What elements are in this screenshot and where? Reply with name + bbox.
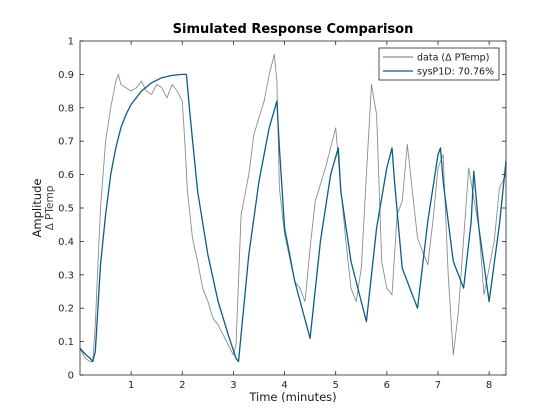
- legend-box: [378, 47, 500, 81]
- chart-title: Simulated Response Comparison: [173, 22, 414, 37]
- y-tick-label: 0: [68, 371, 74, 382]
- axes-box: [79, 40, 507, 376]
- y-tick-label: 0.8: [58, 103, 74, 114]
- x-tick-label: 7: [435, 380, 441, 391]
- y-tick-label: 0.5: [58, 204, 74, 215]
- y-axis-sublabel: Δ PTemp: [44, 185, 56, 230]
- x-tick-label: 8: [486, 380, 492, 391]
- tick-labels: 1 2 3 4 5 6 7 8 0 0.1 0.2 0.3 0.4 0.5 0.6 0.7 0.8 0.9 1: [58, 37, 492, 392]
- y-tick-label: 0.7: [58, 137, 74, 148]
- y-tick-label: 0.3: [58, 270, 74, 281]
- legend-label-model: sysP1D: 70.76%: [417, 67, 494, 78]
- x-tick-label: 4: [281, 380, 287, 391]
- y-tick-label: 0.9: [58, 70, 74, 81]
- y-tick-label: 0.2: [58, 304, 74, 315]
- x-tick-label: 5: [333, 380, 339, 391]
- tick-marks: [80, 40, 506, 376]
- x-tick-label: 6: [384, 380, 390, 391]
- x-tick-label: 1: [128, 380, 134, 391]
- y-tick-label: 0.1: [58, 337, 74, 348]
- y-axis-label: Amplitude: [30, 179, 44, 238]
- plot-series: [79, 53, 507, 363]
- y-tick-label: 0.6: [58, 170, 74, 181]
- y-tick-label: 1: [68, 37, 74, 48]
- legend-label-data: data (Δ PTemp): [417, 53, 489, 64]
- y-tick-label: 0.4: [58, 237, 74, 248]
- x-axis-label: Time (minutes): [248, 390, 336, 404]
- x-tick-label: 3: [230, 380, 236, 391]
- legend: data (Δ PTemp) sysP1D: 70.76%: [378, 47, 500, 81]
- series-line-model: [79, 73, 507, 363]
- x-tick-label: 2: [179, 380, 185, 391]
- series-line-data: [79, 53, 507, 363]
